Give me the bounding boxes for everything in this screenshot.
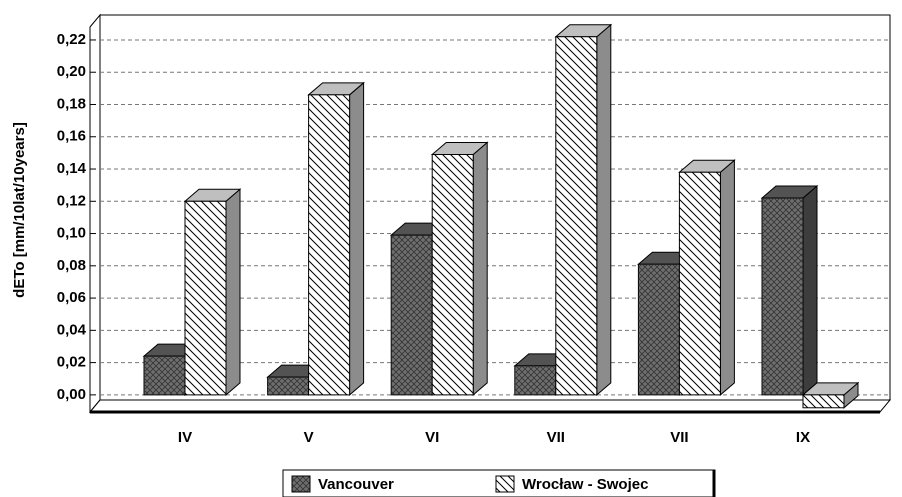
y-tick-label: 0,16 (57, 128, 86, 145)
y-tick-label: 0,08 (57, 257, 86, 274)
legend-label: Vancouver (318, 476, 394, 493)
bar-hatch (762, 198, 803, 395)
y-tick-label: 0,18 (57, 95, 86, 112)
bar-hatch (391, 235, 433, 395)
legend-swatch-hatch (291, 475, 311, 493)
x-tick-label: V (304, 429, 314, 446)
bar-hatch (514, 365, 556, 395)
y-tick-label: 0,14 (57, 160, 87, 177)
bar-hatch (185, 201, 226, 395)
floor (88, 399, 892, 413)
y-tick-label: 0,22 (57, 31, 86, 48)
bar-side (349, 81, 365, 396)
x-tick-label: VII (547, 429, 565, 446)
bar-hatch (679, 172, 721, 395)
x-tick-label: VI (425, 429, 439, 446)
legend-swatch-hatch (495, 475, 515, 493)
bar-hatch (144, 356, 185, 395)
bar-hatch (308, 94, 350, 395)
bar-hatch (267, 377, 309, 395)
side-wall (89, 13, 101, 414)
y-tick-label: 0,20 (57, 63, 86, 80)
x-tick-label: VII (670, 429, 688, 446)
y-tick-label: 0,12 (57, 192, 86, 209)
y-axis-title: dETo [mm/10lat/10years] (11, 122, 28, 298)
y-tick-label: 0,06 (57, 289, 86, 306)
bar-hatch (803, 394, 844, 408)
bar-hatch (638, 264, 680, 395)
x-tick-label: IV (178, 429, 192, 446)
bar-side (472, 141, 488, 396)
bar-side (802, 184, 818, 396)
bar-side (719, 159, 735, 396)
legend-label: Wrocław - Swojec (522, 476, 648, 493)
y-tick-label: 0,04 (57, 321, 87, 338)
bar-side (225, 188, 241, 396)
y-tick-label: 0,00 (57, 386, 86, 403)
bar-hatch (432, 154, 474, 395)
bar-side (596, 23, 612, 396)
y-tick-label: 0,10 (57, 225, 86, 242)
y-tick-label: 0,02 (57, 354, 86, 371)
bar-hatch (555, 36, 597, 395)
x-tick-label: IX (796, 429, 810, 446)
